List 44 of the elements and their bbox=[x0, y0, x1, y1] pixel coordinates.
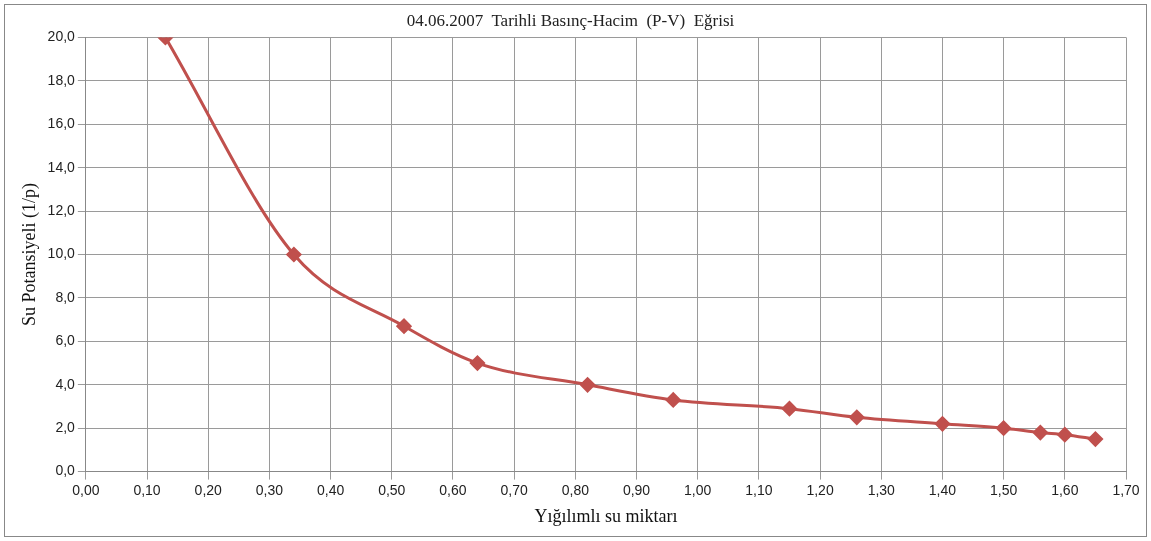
x-tick-label: 0,50 bbox=[378, 481, 406, 498]
x-tick-label: 0,70 bbox=[500, 481, 528, 498]
x-tick-label: 1,20 bbox=[806, 481, 834, 498]
point bbox=[1057, 427, 1073, 443]
point bbox=[469, 355, 485, 371]
y-tick-label: 20,0 bbox=[47, 28, 76, 45]
x-tick-label: 1,00 bbox=[684, 481, 712, 498]
x-tick-label: 0,60 bbox=[439, 481, 467, 498]
point bbox=[580, 377, 596, 393]
x-tick-label: 0,00 bbox=[72, 481, 100, 498]
y-tick-label: 4,0 bbox=[55, 375, 76, 392]
point bbox=[996, 420, 1012, 436]
point bbox=[286, 247, 302, 262]
point bbox=[934, 416, 950, 432]
x-tick-label: 1,30 bbox=[867, 481, 896, 498]
point bbox=[849, 409, 865, 425]
point bbox=[781, 401, 797, 417]
y-tick-label: 2,0 bbox=[55, 419, 76, 436]
x-tick-label: 1,50 bbox=[990, 481, 1018, 498]
x-tick-label: 0,90 bbox=[622, 481, 651, 498]
point bbox=[1087, 431, 1103, 447]
chart-title: 04.06.2007 Tarihli Basınç-Hacim (P-V) Eğrisi bbox=[406, 10, 735, 30]
x-tick-label: 1,70 bbox=[1112, 481, 1140, 498]
y-axis-title: Su Potansiyeli (1/p) bbox=[18, 183, 40, 326]
y-tick-label: 6,0 bbox=[55, 332, 76, 349]
y-tick-label: 12,0 bbox=[47, 201, 76, 218]
y-tick-label: 18,0 bbox=[47, 71, 76, 88]
x-tick-label: 0,40 bbox=[316, 481, 345, 498]
x-tick-label: 1,10 bbox=[745, 481, 773, 498]
point bbox=[396, 318, 412, 334]
point bbox=[665, 392, 681, 408]
point bbox=[1032, 425, 1048, 441]
x-tick-label: 1,40 bbox=[928, 481, 957, 498]
x-tick-label: 0,20 bbox=[194, 481, 223, 498]
x-tick-label: 1,60 bbox=[1051, 481, 1079, 498]
x-tick-label: 0,10 bbox=[133, 481, 161, 498]
x-tick-label: 0,30 bbox=[255, 481, 284, 498]
x-tick-label: 0,80 bbox=[561, 481, 590, 498]
y-tick-label: 14,0 bbox=[47, 158, 76, 175]
y-tick-label: 10,0 bbox=[47, 245, 76, 262]
y-tick-label: 8,0 bbox=[55, 288, 76, 305]
y-tick-label: 0,0 bbox=[55, 462, 76, 479]
x-axis-title: Yığılımlı su miktarı bbox=[534, 505, 678, 526]
y-tick-label: 16,0 bbox=[47, 115, 76, 132]
